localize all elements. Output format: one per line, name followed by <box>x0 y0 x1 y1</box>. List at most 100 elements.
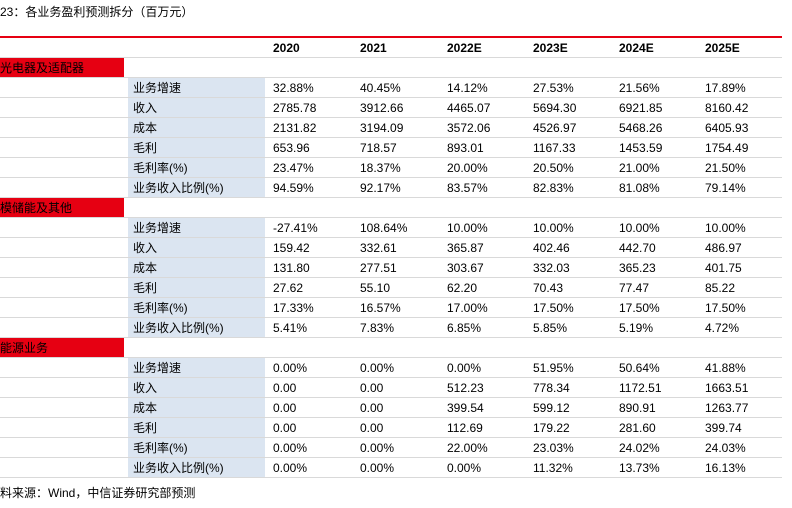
row-label: 成本 <box>133 261 158 275</box>
cell-value: -27.41% <box>273 221 318 235</box>
label-cell <box>128 278 265 297</box>
label-cell <box>128 158 265 177</box>
cell-value: 23.47% <box>273 161 314 175</box>
row-line <box>0 397 782 398</box>
cell-value: 718.57 <box>360 141 397 155</box>
row-label: 收入 <box>133 381 158 395</box>
cell-value: 83.57% <box>447 181 488 195</box>
label-cell <box>128 98 265 117</box>
cell-value: 112.69 <box>447 421 483 435</box>
cell-value: 1167.33 <box>533 141 576 155</box>
row-line <box>0 57 782 58</box>
cell-value: 599.12 <box>533 401 570 415</box>
cell-value: 365.23 <box>619 261 656 275</box>
row-label: 毛利 <box>133 281 158 295</box>
cell-value: 5.19% <box>619 321 654 335</box>
cell-value: 4526.97 <box>533 121 577 135</box>
cell-value: 94.59% <box>273 181 314 195</box>
row-line <box>0 417 782 418</box>
cell-value: 1453.59 <box>619 141 663 155</box>
section-cell <box>0 58 124 78</box>
column-header: 2024E <box>619 41 654 55</box>
cell-value: 10.00% <box>533 221 574 235</box>
row-line <box>0 157 782 158</box>
cell-value: 10.00% <box>619 221 660 235</box>
label-cell <box>128 358 265 377</box>
column-header: 2021 <box>360 41 387 55</box>
label-cell <box>128 318 265 337</box>
column-header: 2025E <box>705 41 740 55</box>
row-line <box>0 217 782 218</box>
cell-value: 653.96 <box>273 141 310 155</box>
cell-value: 2785.78 <box>273 101 317 115</box>
cell-value: 32.88% <box>273 81 314 95</box>
cell-value: 16.57% <box>360 301 401 315</box>
row-line <box>0 317 782 318</box>
row-line <box>0 337 782 338</box>
row-line <box>0 297 782 298</box>
row-label: 业务收入比例(%) <box>133 461 224 475</box>
cell-value: 399.74 <box>705 421 742 435</box>
cell-value: 21.56% <box>619 81 660 95</box>
column-header: 2020 <box>273 41 300 55</box>
label-cell <box>128 138 265 157</box>
cell-value: 442.70 <box>619 241 656 255</box>
cell-value: 24.02% <box>619 441 660 455</box>
cell-value: 0.00 <box>360 401 384 415</box>
cell-value: 13.73% <box>619 461 660 475</box>
table-title: 23：各业务盈利预测拆分（百万元） <box>0 5 194 19</box>
cell-value: 3912.66 <box>360 101 404 115</box>
cell-value: 17.50% <box>533 301 574 315</box>
row-label: 毛利率(%) <box>133 441 188 455</box>
source-note: 料来源：Wind，中信证券研究部预测 <box>0 486 196 500</box>
cell-value: 4.72% <box>705 321 740 335</box>
column-header: 2022E <box>447 41 482 55</box>
row-line <box>0 117 782 118</box>
cell-value: 0.00% <box>447 461 482 475</box>
cell-value: 1663.51 <box>705 381 749 395</box>
cell-value: 0.00% <box>360 441 395 455</box>
cell-value: 2131.82 <box>273 121 317 135</box>
cell-value: 5.41% <box>273 321 308 335</box>
cell-value: 402.46 <box>533 241 570 255</box>
cell-value: 3194.09 <box>360 121 404 135</box>
cell-value: 6921.85 <box>619 101 663 115</box>
cell-value: 40.45% <box>360 81 401 95</box>
cell-value: 0.00% <box>273 461 308 475</box>
cell-value: 0.00 <box>273 381 297 395</box>
cell-value: 0.00 <box>360 421 384 435</box>
row-line <box>0 377 782 378</box>
cell-value: 70.43 <box>533 281 564 295</box>
row-label: 业务增速 <box>133 81 182 95</box>
label-cell <box>128 398 265 417</box>
row-label: 毛利率(%) <box>133 161 188 175</box>
cell-value: 21.00% <box>619 161 660 175</box>
row-line <box>0 357 782 358</box>
cell-value: 79.14% <box>705 181 746 195</box>
row-label: 业务收入比例(%) <box>133 181 224 195</box>
cell-value: 18.37% <box>360 161 401 175</box>
row-line <box>0 197 782 198</box>
cell-value: 159.42 <box>273 241 310 255</box>
label-cell <box>128 458 265 477</box>
cell-value: 277.51 <box>360 261 397 275</box>
cell-value: 16.13% <box>705 461 746 475</box>
cell-value: 50.64% <box>619 361 660 375</box>
cell-value: 5468.26 <box>619 121 663 135</box>
row-line <box>0 237 782 238</box>
cell-value: 22.00% <box>447 441 488 455</box>
label-cell <box>128 218 265 237</box>
cell-value: 486.97 <box>705 241 742 255</box>
cell-value: 17.50% <box>705 301 746 315</box>
cell-value: 17.00% <box>447 301 488 315</box>
row-label: 收入 <box>133 241 158 255</box>
cell-value: 0.00% <box>360 361 395 375</box>
cell-value: 365.87 <box>447 241 484 255</box>
row-line <box>0 137 782 138</box>
cell-value: 0.00% <box>273 361 308 375</box>
label-cell <box>128 78 265 97</box>
cell-value: 332.61 <box>360 241 397 255</box>
cell-value: 332.03 <box>533 261 570 275</box>
cell-value: 0.00% <box>447 361 482 375</box>
